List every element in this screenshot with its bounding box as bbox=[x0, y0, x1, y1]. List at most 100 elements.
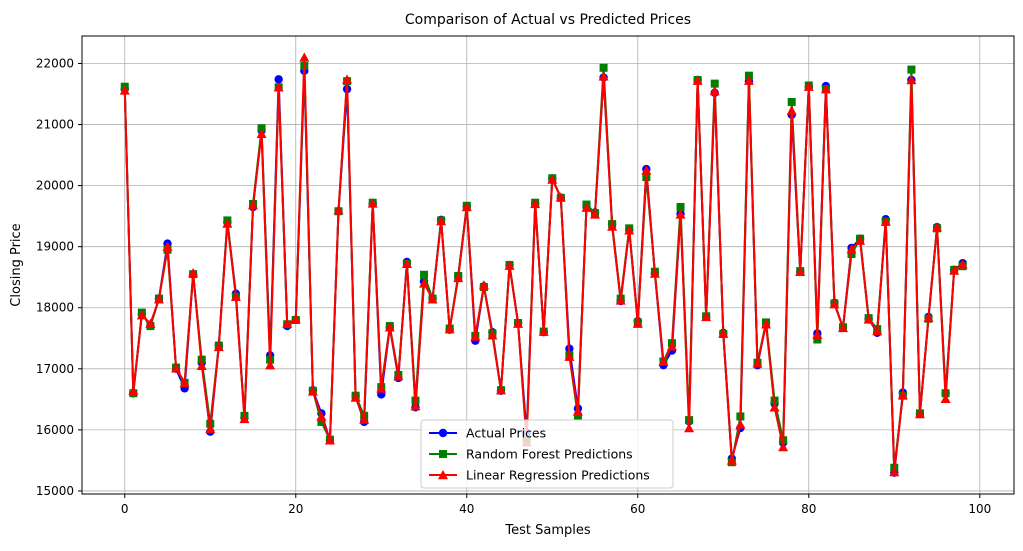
data-point bbox=[299, 52, 310, 62]
data-point bbox=[778, 441, 789, 452]
data-point bbox=[555, 192, 566, 202]
data-point bbox=[317, 417, 326, 426]
data-point bbox=[692, 75, 703, 85]
x-tick-label: 60 bbox=[630, 502, 645, 516]
data-point bbox=[316, 411, 327, 421]
data-point bbox=[607, 221, 618, 231]
data-point bbox=[367, 198, 378, 208]
data-point bbox=[846, 244, 857, 254]
data-point bbox=[701, 311, 712, 322]
data-point bbox=[453, 272, 464, 283]
data-point bbox=[649, 268, 660, 278]
y-tick-label: 21000 bbox=[36, 118, 74, 132]
data-point bbox=[572, 406, 583, 416]
data-point bbox=[710, 79, 719, 88]
data-point bbox=[709, 85, 720, 96]
data-point bbox=[153, 294, 164, 304]
data-point bbox=[504, 260, 515, 270]
data-point bbox=[419, 278, 430, 288]
data-point bbox=[752, 358, 763, 368]
legend-item: Linear Regression Predictions bbox=[429, 468, 650, 483]
data-point bbox=[513, 318, 524, 328]
data-point bbox=[795, 266, 806, 276]
data-point bbox=[205, 423, 216, 433]
data-point bbox=[590, 209, 601, 219]
data-point bbox=[957, 259, 968, 269]
data-point bbox=[393, 371, 404, 381]
y-axis-label: Closing Price bbox=[9, 223, 24, 306]
data-point bbox=[914, 409, 925, 419]
data-point bbox=[684, 423, 695, 433]
data-point bbox=[265, 360, 276, 370]
data-point bbox=[855, 235, 866, 245]
data-point bbox=[119, 85, 130, 95]
data-point bbox=[812, 329, 823, 339]
data-point bbox=[478, 280, 489, 290]
legend-item: Random Forest Predictions bbox=[429, 447, 633, 462]
x-tick-label: 80 bbox=[801, 502, 816, 516]
data-point bbox=[188, 267, 199, 278]
data-point bbox=[564, 351, 575, 361]
x-axis-label: Test Samples bbox=[504, 523, 590, 538]
data-point bbox=[641, 165, 652, 175]
y-tick-label: 16000 bbox=[36, 423, 74, 437]
data-point bbox=[676, 202, 685, 211]
data-point bbox=[906, 74, 917, 85]
data-point bbox=[949, 265, 960, 275]
data-point bbox=[598, 71, 609, 81]
data-point bbox=[658, 356, 669, 366]
data-point bbox=[786, 105, 797, 115]
data-point bbox=[410, 401, 421, 411]
data-point bbox=[162, 241, 173, 251]
data-point bbox=[282, 318, 293, 328]
plot-frame bbox=[81, 35, 1015, 495]
data-point bbox=[179, 377, 190, 388]
data-point bbox=[923, 312, 934, 322]
data-point bbox=[213, 341, 224, 352]
data-point bbox=[324, 435, 335, 445]
data-point bbox=[273, 82, 284, 92]
data-point bbox=[581, 202, 592, 212]
data-point bbox=[632, 318, 643, 328]
data-point bbox=[538, 326, 549, 336]
y-tick-label: 22000 bbox=[36, 56, 74, 70]
data-point bbox=[461, 201, 472, 212]
data-point bbox=[274, 75, 283, 84]
data-point bbox=[820, 84, 831, 94]
data-point bbox=[384, 322, 395, 332]
legend-box bbox=[420, 419, 674, 489]
legend-item: Actual Prices bbox=[429, 426, 546, 441]
series-2 bbox=[119, 52, 968, 477]
data-point bbox=[350, 392, 361, 402]
data-point bbox=[376, 383, 387, 393]
x-tick-label: 100 bbox=[968, 502, 991, 516]
legend-marker bbox=[439, 450, 447, 458]
data-point bbox=[290, 314, 301, 324]
data-point bbox=[307, 386, 318, 396]
data-point bbox=[333, 205, 344, 215]
data-point bbox=[787, 97, 796, 106]
data-point bbox=[145, 318, 156, 328]
data-point bbox=[256, 128, 267, 138]
data-point bbox=[470, 331, 481, 341]
data-point bbox=[829, 299, 840, 309]
legend-label: Linear Regression Predictions bbox=[466, 468, 650, 483]
data-point bbox=[666, 341, 677, 351]
data-point bbox=[444, 324, 455, 334]
data-point bbox=[495, 385, 506, 395]
data-point bbox=[359, 414, 370, 424]
data-point bbox=[863, 314, 874, 324]
data-point bbox=[487, 330, 498, 340]
data-point bbox=[196, 360, 207, 371]
data-point bbox=[880, 216, 891, 226]
data-point bbox=[726, 455, 737, 465]
data-point bbox=[813, 335, 822, 344]
data-point bbox=[743, 75, 754, 85]
data-point bbox=[735, 419, 746, 429]
legend-label: Actual Prices bbox=[466, 426, 546, 441]
data-point bbox=[889, 467, 900, 477]
data-point bbox=[761, 319, 772, 329]
data-point bbox=[436, 216, 447, 226]
